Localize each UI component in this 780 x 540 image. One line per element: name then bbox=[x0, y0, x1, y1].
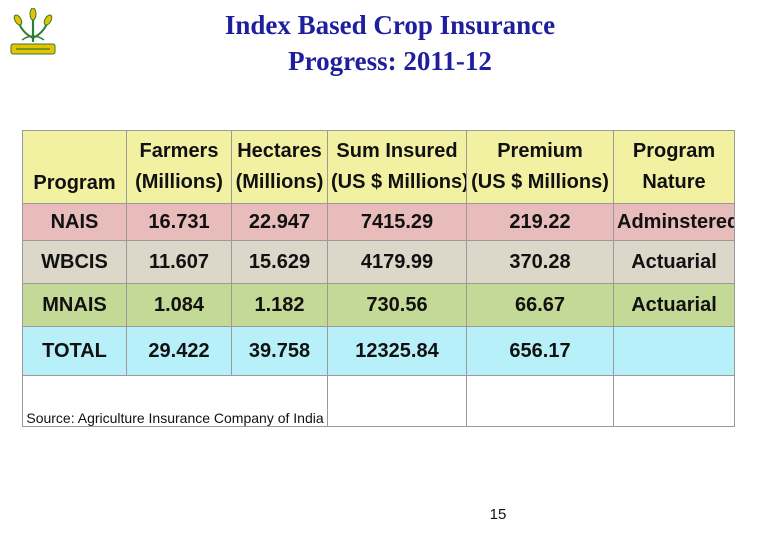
table-cell: 11.607 bbox=[126, 240, 232, 284]
table-cell bbox=[466, 375, 614, 427]
table-cell: 39.758 bbox=[231, 326, 328, 376]
column-header-line2: (US $ Millions) bbox=[471, 171, 609, 193]
column-header-program-nature: Program Nature bbox=[613, 130, 735, 204]
table-cell: 656.17 bbox=[466, 326, 614, 376]
column-header-line2: (Millions) bbox=[135, 171, 223, 193]
table-cell: 1.182 bbox=[231, 283, 328, 327]
column-header-hectares: Hectares (Millions) bbox=[231, 130, 328, 204]
crop-insurance-table: Program Farmers (Millions) Hectares (Mil… bbox=[22, 130, 735, 427]
column-header-sum-insured: Sum Insured (US $ Millions) bbox=[327, 130, 467, 204]
source-note: Source: Agriculture Insurance Company of… bbox=[22, 375, 328, 427]
table-cell: Actuarial bbox=[613, 283, 735, 327]
page-title-line1: Index Based Crop Insurance bbox=[224, 10, 556, 40]
table-cell: 12325.84 bbox=[327, 326, 467, 376]
table-cell: 1.084 bbox=[126, 283, 232, 327]
column-header-line1: Farmers bbox=[139, 140, 219, 162]
table-cell: 4179.99 bbox=[327, 240, 467, 284]
page-number: 15 bbox=[489, 506, 507, 523]
table-cell: Actuarial bbox=[613, 240, 735, 284]
table-total-row: TOTAL 29.422 39.758 12325.84 656.17 bbox=[22, 326, 735, 376]
table-cell: 7415.29 bbox=[327, 203, 467, 241]
table-header-row: Program Farmers (Millions) Hectares (Mil… bbox=[22, 130, 735, 204]
table-row: NAIS 16.731 22.947 7415.29 219.22 Admins… bbox=[22, 203, 735, 241]
table-cell: 29.422 bbox=[126, 326, 232, 376]
table-cell: Adminstered bbox=[613, 203, 735, 241]
table-cell bbox=[613, 326, 735, 376]
table-cell: 16.731 bbox=[126, 203, 232, 241]
table-cell: 15.629 bbox=[231, 240, 328, 284]
table-cell bbox=[613, 375, 735, 427]
table-cell: WBCIS bbox=[22, 240, 127, 284]
table-cell: MNAIS bbox=[22, 283, 127, 327]
agriculture-emblem-icon bbox=[10, 8, 56, 55]
column-header-line1: Premium bbox=[497, 140, 583, 162]
column-header-line1: Hectares bbox=[237, 140, 322, 162]
table-cell: 730.56 bbox=[327, 283, 467, 327]
column-header-program: Program bbox=[22, 130, 127, 204]
table-source-row: Source: Agriculture Insurance Company of… bbox=[22, 375, 735, 427]
table-cell: NAIS bbox=[22, 203, 127, 241]
column-header-line1: Program bbox=[632, 140, 716, 162]
table-cell: TOTAL bbox=[22, 326, 127, 376]
column-header-line2: (US $ Millions) bbox=[331, 171, 467, 193]
column-header-premium: Premium (US $ Millions) bbox=[466, 130, 614, 204]
table-cell: 22.947 bbox=[231, 203, 328, 241]
column-header-line1: Sum Insured bbox=[336, 140, 458, 162]
table-cell bbox=[327, 375, 467, 427]
table-cell: 370.28 bbox=[466, 240, 614, 284]
table-cell: 66.67 bbox=[466, 283, 614, 327]
column-header-farmers: Farmers (Millions) bbox=[126, 130, 232, 204]
column-header-line2: Nature bbox=[642, 171, 706, 193]
table-row: WBCIS 11.607 15.629 4179.99 370.28 Actua… bbox=[22, 240, 735, 284]
column-header-line2: (Millions) bbox=[235, 171, 324, 193]
table-row: MNAIS 1.084 1.182 730.56 66.67 Actuarial bbox=[22, 283, 735, 327]
page-title-line2: Progress: 2011-12 bbox=[288, 46, 492, 76]
column-header-line2: Program bbox=[33, 172, 116, 194]
table-cell: 219.22 bbox=[466, 203, 614, 241]
